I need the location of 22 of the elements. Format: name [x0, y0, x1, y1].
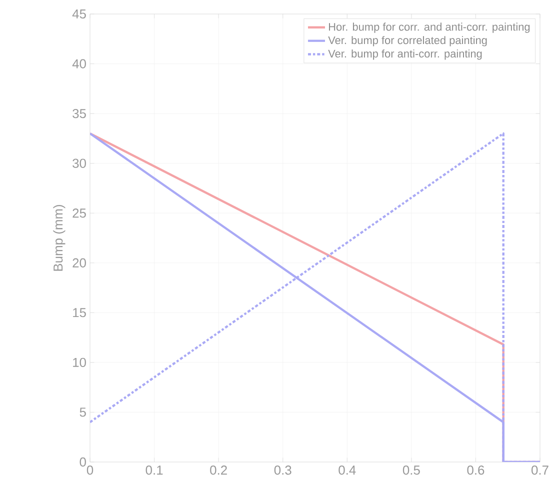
x-tick-label: 0.5 [402, 466, 420, 475]
y-tick-label: 45 [72, 9, 86, 19]
legend-label: Hor. bump for corr. and anti-corr. painting [328, 22, 530, 33]
x-tick-label: 0 [86, 466, 94, 475]
y-tick-label: 5 [80, 408, 86, 417]
legend-label: Ver. bump for correlated painting [328, 36, 487, 46]
y-tick-label: 40 [72, 59, 86, 68]
y-tick-label: 15 [73, 308, 86, 318]
y-tick-label: 30 [72, 158, 86, 168]
y-tick-label: 0 [80, 457, 86, 467]
y-tick-label: 20 [72, 258, 86, 268]
x-tick-label: 0.3 [274, 466, 292, 475]
y-tick-label: 35 [72, 108, 86, 118]
x-tick-label: 0.1 [146, 466, 163, 475]
y-tick-label: 10 [73, 358, 86, 368]
y-tick-label: 25 [72, 208, 86, 218]
x-tick-label: 0.6 [467, 466, 484, 475]
x-tick-label: 0.7 [532, 466, 548, 475]
x-tick-label: 0.4 [338, 466, 356, 475]
legend-label: Ver. bump for anti-corr. painting [328, 50, 482, 60]
x-tick-label: 0.2 [210, 466, 227, 475]
y-axis-title: Bump (mm) [53, 204, 66, 271]
